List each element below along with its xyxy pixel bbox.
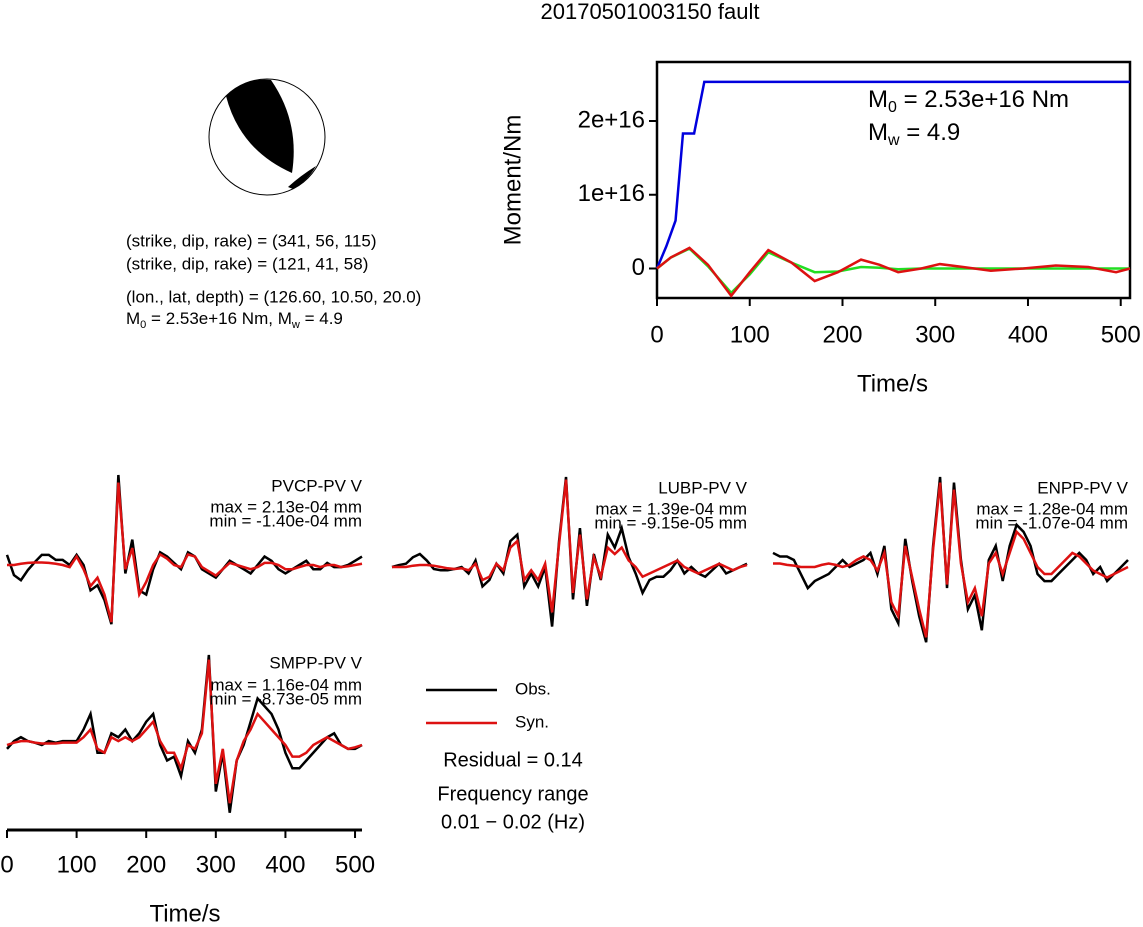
subscript: 0 [140,319,146,331]
plot-frame [655,60,1132,300]
y-tick-label: 1e+16 [578,180,645,207]
beachball [208,78,326,196]
x-tick-label: 300 [915,321,955,348]
max-label: max = 1.16e-04 mm [210,675,362,694]
x-tick-label: 500 [1101,321,1141,348]
magnitude-line: M0 = 2.53e+16 Nm, Mw = 4.9 [126,309,343,331]
max-label: max = 1.39e-04 mm [595,499,747,518]
figure-title: 20170501003150 fault [541,0,760,24]
max-label: max = 2.13e-04 mm [210,497,362,516]
subscript: 0 [888,99,897,116]
subscript: w [887,132,900,149]
y-tick-label: 0 [632,254,645,281]
x-tick-label: 400 [1008,321,1048,348]
x-axis-label: Time/s [857,370,928,397]
station-label: PVCP-PV V [271,476,362,495]
beachball-compression [226,79,294,173]
max-label: max = 1.28e-04 mm [976,499,1128,518]
x-axis-label: Time/s [149,900,220,927]
text: = 4.9 [300,309,343,328]
station-label: LUBP-PV V [658,478,747,497]
syn-trace [7,482,363,623]
frequency-range: 0.01 − 0.02 (Hz) [441,811,585,833]
beachball-compression [288,166,316,189]
y-tick-label: 2e+16 [578,106,645,133]
legend-label: Obs. [515,679,551,698]
x-tick-label: 300 [196,851,236,878]
x-tick-label: 0 [650,321,663,348]
symbol: M [278,309,292,328]
x-tick-label: 200 [126,851,166,878]
x-tick-label: 500 [335,851,375,878]
x-tick-label: 400 [265,851,305,878]
residual: Residual = 0.14 [443,749,583,771]
min-label: min = -9.15e-05 mm [594,513,747,532]
x-tick-label: 0 [0,851,13,878]
moment-line [655,80,1130,269]
mechanism-line: (lon., lat, depth) = (126.60, 10.50, 20.… [126,287,421,306]
legend-label: Syn. [515,712,549,731]
x-tick-label: 100 [57,851,97,878]
mechanism-line: (strike, dip, rake) = (341, 56, 115) [126,231,377,250]
moment-line [656,246,1131,298]
x-tick-label: 100 [730,321,770,348]
min-label: min = -8.73e-05 mm [209,689,362,708]
syn-trace [773,482,1129,638]
subscript: w [291,319,300,331]
x-tick-label: 200 [822,321,862,348]
symbol: M [868,86,888,113]
syn-trace [392,479,748,613]
frequency-range: Frequency range [437,783,588,805]
min-label: min = -1.07e-04 mm [975,513,1128,532]
text: = 2.53e+16 Nm [897,86,1069,113]
syn-trace [6,659,363,804]
text: = 2.53e+16 Nm, [146,309,277,328]
mechanism-line: (strike, dip, rake) = (121, 41, 58) [126,254,368,273]
min-label: min = -1.40e-04 mm [209,511,362,530]
station-label: SMPP-PV V [269,653,362,672]
annotation: M0 = 2.53e+16 Nm [868,86,1069,116]
symbol: M [868,119,888,146]
text: = 4.9 [900,119,961,146]
symbol: M [126,309,140,328]
station-label: ENPP-PV V [1037,478,1128,497]
y-axis-label: Moment/Nm [499,115,526,246]
annotation: Mw = 4.9 [868,119,960,149]
